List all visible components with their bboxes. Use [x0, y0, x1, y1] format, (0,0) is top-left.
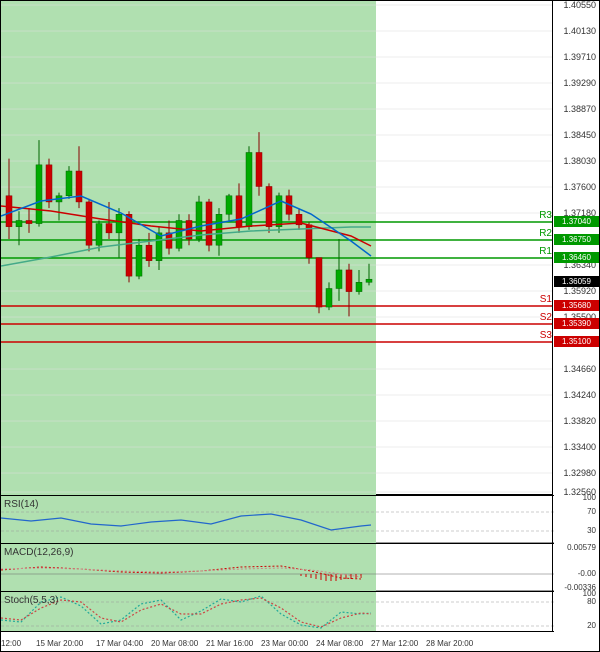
x-tick: 20 Mar 08:00 [151, 639, 198, 648]
y-tick: 1.38450 [563, 130, 596, 140]
price-tag-r1: 1.36460 [554, 252, 599, 263]
price-tag-r3: 1.37040 [554, 216, 599, 227]
rsi-y-axis: 100 70 30 [552, 495, 599, 543]
rsi-tick: 30 [587, 526, 596, 535]
price-tag-s2: 1.35390 [554, 318, 599, 329]
y-tick: 1.33400 [563, 442, 596, 452]
price-tag-s3: 1.35100 [554, 336, 599, 347]
stoch-tick: 80 [587, 597, 596, 606]
sr-label-s3: S3 [540, 330, 552, 341]
rsi-tick: 70 [587, 507, 596, 516]
macd-tick: -0.00 [578, 569, 596, 578]
rsi-tick: 100 [583, 493, 596, 502]
y-tick: 1.38030 [563, 156, 596, 166]
x-tick: 12:00 [1, 639, 21, 648]
stoch-panel[interactable]: Stoch(5,5,3) [1, 591, 554, 633]
y-tick: 1.33820 [563, 416, 596, 426]
x-tick: 24 Mar 08:00 [316, 639, 363, 648]
price-chart[interactable]: R3 R2 R1 S1 S2 S3 [1, 1, 554, 495]
x-tick: 23 Mar 00:00 [261, 639, 308, 648]
x-tick: 15 Mar 20:00 [36, 639, 83, 648]
stoch-y-axis: 1008020 [552, 591, 599, 633]
chart-container: R3 R2 R1 S1 S2 S3 1.40550 1.40130 1.39710 1.3929… [0, 0, 600, 652]
x-tick: 17 Mar 04:00 [96, 639, 143, 648]
y-tick: 1.37600 [563, 182, 596, 192]
stoch-svg [1, 592, 554, 634]
x-tick: 27 Mar 12:00 [371, 639, 418, 648]
macd-label: MACD(12,26,9) [4, 547, 73, 558]
x-tick: 21 Mar 16:00 [206, 639, 253, 648]
rsi-bg [1, 496, 376, 544]
sr-label-s1: S1 [540, 294, 552, 305]
y-tick: 1.40130 [563, 26, 596, 36]
sr-label-r2: R2 [539, 228, 552, 239]
price-tag-r2: 1.36750 [554, 234, 599, 245]
time-x-axis: 12:00 15 Mar 20:00 17 Mar 04:00 20 Mar 08:0… [1, 631, 554, 651]
y-tick: 1.35920 [563, 286, 596, 296]
price-tag-s1: 1.35680 [554, 300, 599, 311]
y-tick: 1.34660 [563, 364, 596, 374]
x-tick: 28 Mar 20:00 [426, 639, 473, 648]
sr-label-s2: S2 [540, 312, 552, 323]
y-tick: 1.40550 [563, 0, 596, 10]
macd-y-axis: 0.00579-0.00-0.00336 [552, 543, 599, 591]
stoch-label: Stoch(5,5,3) [4, 595, 58, 606]
main-chart-svg [1, 1, 554, 495]
rsi-panel[interactable]: RSI(14) [1, 495, 554, 543]
price-y-axis: 1.40550 1.40130 1.39710 1.39290 1.38870 1.384… [552, 1, 599, 495]
y-tick: 1.39710 [563, 52, 596, 62]
stoch-tick: 20 [587, 621, 596, 630]
sr-label-r1: R1 [539, 246, 552, 257]
y-tick: 1.32980 [563, 468, 596, 478]
current-price-tag: 1.36059 [554, 276, 599, 287]
macd-svg [1, 544, 554, 592]
y-tick: 1.39290 [563, 78, 596, 88]
macd-panel[interactable]: MACD(12,26,9) [1, 543, 554, 591]
macd-tick: 0.00579 [567, 543, 596, 552]
rsi-label: RSI(14) [4, 499, 38, 510]
y-tick: 1.38870 [563, 104, 596, 114]
y-tick: 1.34240 [563, 390, 596, 400]
sr-label-r3: R3 [539, 210, 552, 221]
rsi-svg [1, 496, 554, 544]
